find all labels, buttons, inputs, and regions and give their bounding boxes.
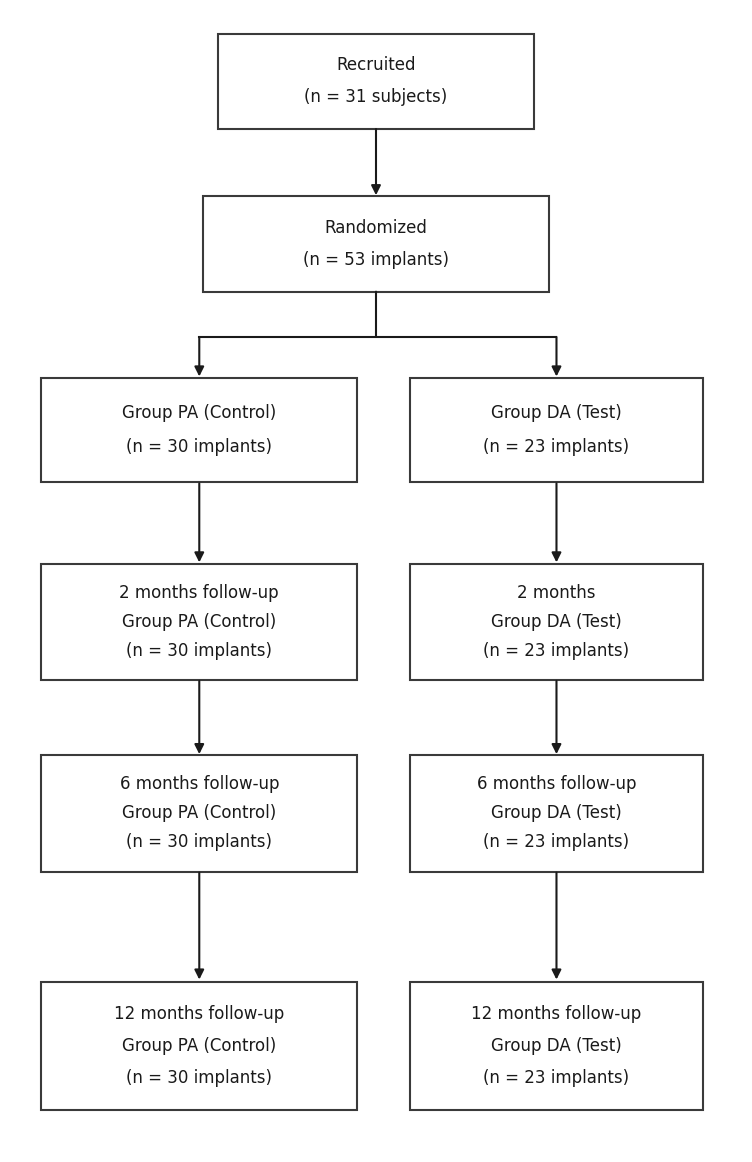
Text: (n = 23 implants): (n = 23 implants) xyxy=(484,438,629,457)
Text: (n = 30 implants): (n = 30 implants) xyxy=(126,833,272,852)
FancyBboxPatch shape xyxy=(410,755,703,872)
Text: Group PA (Control): Group PA (Control) xyxy=(122,612,277,631)
Text: (n = 30 implants): (n = 30 implants) xyxy=(126,1069,272,1086)
Text: Group PA (Control): Group PA (Control) xyxy=(122,804,277,823)
Text: (n = 30 implants): (n = 30 implants) xyxy=(126,641,272,660)
FancyBboxPatch shape xyxy=(41,378,357,482)
Text: 12 months follow-up: 12 months follow-up xyxy=(114,1005,284,1023)
FancyBboxPatch shape xyxy=(410,982,703,1110)
Text: Group DA (Test): Group DA (Test) xyxy=(491,804,622,823)
Text: (n = 53 implants): (n = 53 implants) xyxy=(303,251,449,268)
Text: Group PA (Control): Group PA (Control) xyxy=(122,403,277,422)
Text: 6 months follow-up: 6 months follow-up xyxy=(120,775,279,794)
Text: Recruited: Recruited xyxy=(336,57,416,74)
Text: (n = 30 implants): (n = 30 implants) xyxy=(126,438,272,457)
FancyBboxPatch shape xyxy=(41,755,357,872)
FancyBboxPatch shape xyxy=(41,982,357,1110)
Text: 2 months: 2 months xyxy=(517,583,596,602)
Text: Group DA (Test): Group DA (Test) xyxy=(491,612,622,631)
Text: Group DA (Test): Group DA (Test) xyxy=(491,1037,622,1055)
Text: Group DA (Test): Group DA (Test) xyxy=(491,403,622,422)
Text: (n = 23 implants): (n = 23 implants) xyxy=(484,1069,629,1086)
Text: Randomized: Randomized xyxy=(325,220,427,237)
FancyBboxPatch shape xyxy=(410,564,703,680)
FancyBboxPatch shape xyxy=(218,34,534,129)
FancyBboxPatch shape xyxy=(203,196,549,292)
Text: (n = 23 implants): (n = 23 implants) xyxy=(484,833,629,852)
FancyBboxPatch shape xyxy=(410,378,703,482)
Text: 6 months follow-up: 6 months follow-up xyxy=(477,775,636,794)
Text: (n = 31 subjects): (n = 31 subjects) xyxy=(305,88,447,106)
Text: 2 months follow-up: 2 months follow-up xyxy=(120,583,279,602)
Text: 12 months follow-up: 12 months follow-up xyxy=(472,1005,641,1023)
FancyBboxPatch shape xyxy=(41,564,357,680)
Text: Group PA (Control): Group PA (Control) xyxy=(122,1037,277,1055)
Text: (n = 23 implants): (n = 23 implants) xyxy=(484,641,629,660)
